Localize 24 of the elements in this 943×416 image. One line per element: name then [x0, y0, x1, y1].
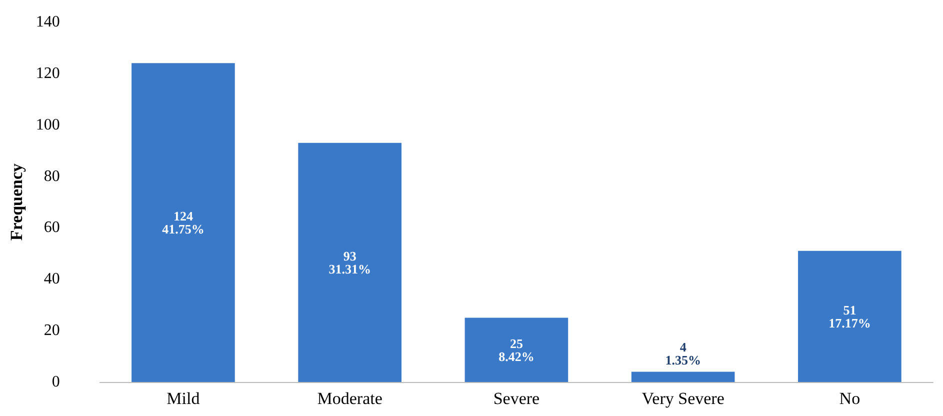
y-tick-label: 20: [44, 322, 60, 340]
bar: [798, 250, 902, 382]
x-tick-label: Moderate: [317, 389, 382, 408]
bar: [298, 142, 402, 382]
data-label: 51 17.17%: [828, 302, 871, 330]
x-tick-label: Mild: [166, 389, 200, 408]
y-tick-label: 100: [36, 116, 60, 134]
x-tick-label: Very Severe: [642, 389, 724, 408]
y-tick-label: 40: [44, 270, 60, 288]
y-tick-label: 120: [36, 64, 60, 82]
y-tick-label: 80: [44, 168, 60, 185]
y-tick-label: 0: [52, 374, 60, 390]
bar: [631, 372, 735, 382]
data-label: 4 1.35%: [665, 340, 701, 368]
x-tick-label: No: [839, 389, 860, 408]
data-label: 124 41.75%: [162, 208, 204, 237]
data-label: 25 8.42%: [498, 336, 534, 364]
bar: [132, 63, 235, 382]
y-tick-label: 140: [36, 14, 60, 30]
data-label: 93 31.31%: [328, 248, 371, 276]
y-tick-label: 60: [44, 219, 60, 236]
y-axis-title: Frequency: [7, 162, 26, 241]
bar: [464, 318, 568, 382]
x-tick-label: Severe: [493, 389, 540, 408]
